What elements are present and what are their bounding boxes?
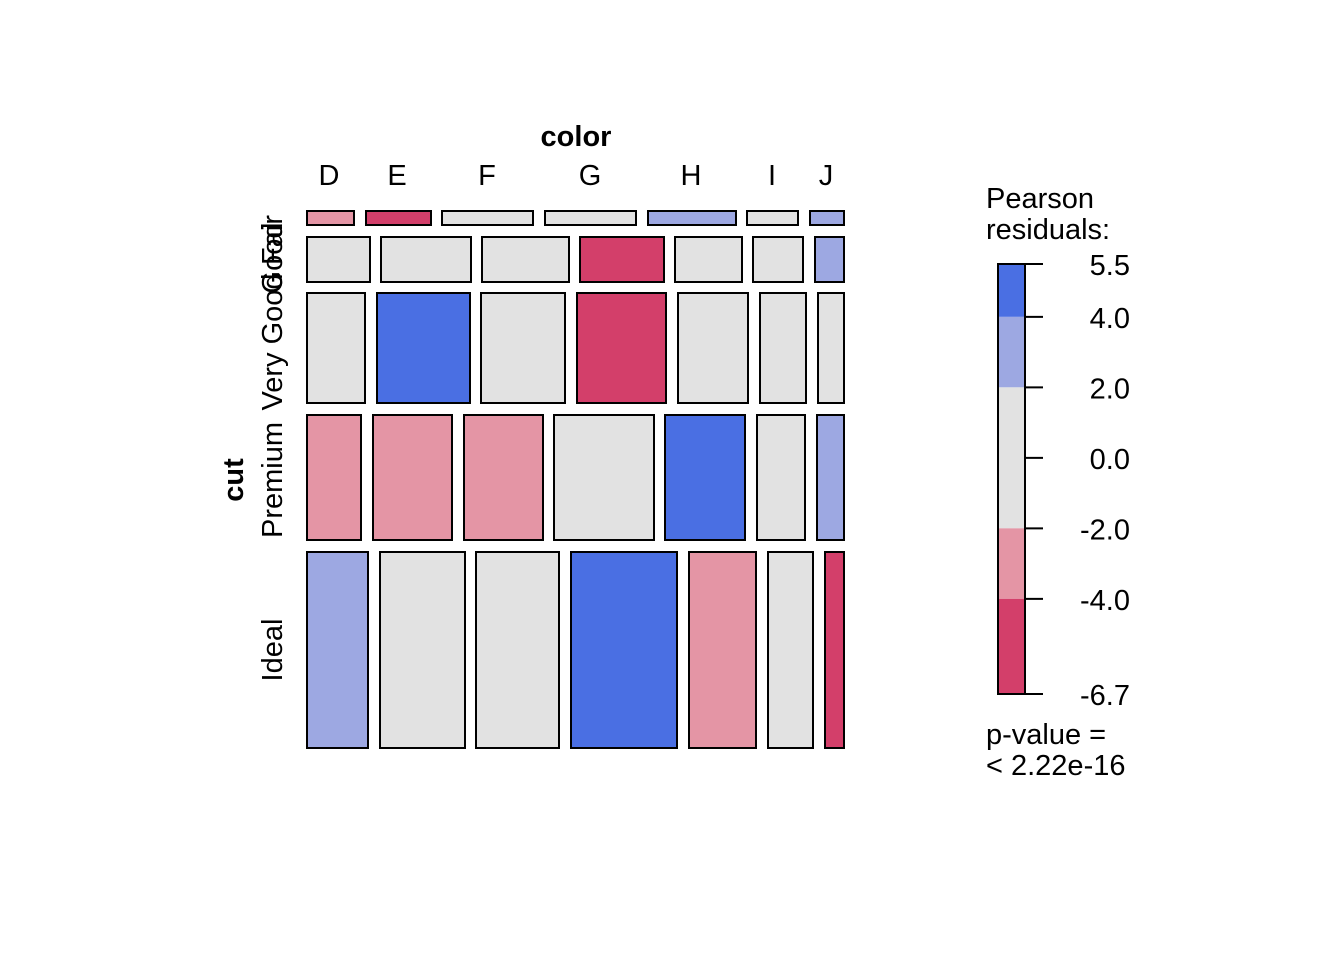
- tile-ideal-i: [767, 551, 814, 749]
- pvalue-line1: p-value =: [986, 719, 1106, 751]
- tile-ideal-j: [824, 551, 845, 749]
- tile-premium-f: [463, 414, 544, 541]
- y-axis-title: cut: [218, 458, 250, 502]
- tile-fair-g: [544, 210, 637, 226]
- y-tick-label-good: Good: [257, 223, 289, 294]
- tile-premium-d: [306, 414, 362, 541]
- x-tick-label-f: F: [478, 160, 496, 192]
- legend-band-3: [998, 528, 1025, 599]
- x-tick-labels: D E F G H I J: [319, 160, 834, 192]
- legend-tick-label-0: 5.5: [1090, 250, 1130, 282]
- tile-good-j: [814, 236, 845, 283]
- x-axis-title: color: [541, 121, 612, 153]
- y-tick-label-premium: Premium: [257, 422, 289, 538]
- legend-band-1: [998, 316, 1025, 388]
- legend: Pearson residuals: 5.5 4.0 2.0 0.0 -2.0 -4.0 -…: [986, 183, 1130, 782]
- legend-tick-label-2: 2.0: [1090, 373, 1130, 405]
- y-tick-label-ideal: Ideal: [257, 619, 289, 682]
- tile-premium-j: [816, 414, 845, 541]
- tile-very-good-g: [576, 292, 667, 404]
- legend-title-line1: Pearson: [986, 183, 1094, 215]
- tile-premium-e: [372, 414, 453, 541]
- x-tick-label-i: I: [768, 160, 776, 192]
- legend-ticks: 5.5 4.0 2.0 0.0 -2.0 -4.0 -6.7: [1025, 250, 1130, 712]
- legend-title-line2: residuals:: [986, 214, 1110, 246]
- tile-good-d: [306, 236, 371, 283]
- legend-bar-frame: [997, 263, 1026, 695]
- legend-tick-label-5: -4.0: [1080, 585, 1130, 617]
- y-tick-label-very-good: Very Good: [257, 273, 289, 410]
- tile-ideal-g: [570, 551, 678, 749]
- legend-color-bar: [997, 263, 1026, 695]
- tile-premium-i: [756, 414, 806, 541]
- x-tick-label-g: G: [579, 160, 602, 192]
- legend-tick-label-4: -2.0: [1080, 514, 1130, 546]
- tile-ideal-d: [306, 551, 369, 749]
- tile-premium-h: [664, 414, 746, 541]
- tile-good-i: [752, 236, 804, 283]
- x-tick-label-e: E: [387, 160, 406, 192]
- tile-fair-f: [441, 210, 534, 226]
- tile-very-good-f: [480, 292, 566, 404]
- legend-tick-label-1: 4.0: [1090, 303, 1130, 335]
- tile-very-good-j: [817, 292, 845, 404]
- legend-band-2: [998, 387, 1025, 529]
- tile-ideal-f: [475, 551, 560, 749]
- legend-band-4: [998, 598, 1025, 694]
- tile-fair-d: [306, 210, 355, 226]
- pvalue-line2: < 2.22e-16: [986, 750, 1125, 782]
- legend-tick-label-6: -6.7: [1080, 680, 1130, 712]
- y-tick-label-fair: Fair: [257, 215, 289, 265]
- tile-very-good-d: [306, 292, 366, 404]
- x-tick-label-h: H: [681, 160, 702, 192]
- legend-tick-label-3: 0.0: [1090, 444, 1130, 476]
- tile-very-good-h: [677, 292, 749, 404]
- tile-fair-j: [809, 210, 845, 226]
- x-tick-label-j: J: [819, 160, 834, 192]
- tile-very-good-i: [759, 292, 807, 404]
- tile-ideal-h: [688, 551, 757, 749]
- tile-fair-i: [746, 210, 799, 226]
- tile-fair-e: [365, 210, 432, 226]
- tile-fair-h: [647, 210, 737, 226]
- tile-premium-g: [553, 414, 655, 541]
- legend-band-0: [998, 264, 1025, 317]
- tile-ideal-e: [379, 551, 466, 749]
- x-tick-label-d: D: [319, 160, 340, 192]
- mosaic-tiles: [306, 210, 845, 749]
- tile-good-e: [380, 236, 472, 283]
- tile-good-h: [674, 236, 743, 283]
- tile-very-good-e: [376, 292, 471, 404]
- tile-good-f: [481, 236, 570, 283]
- tile-good-g: [579, 236, 665, 283]
